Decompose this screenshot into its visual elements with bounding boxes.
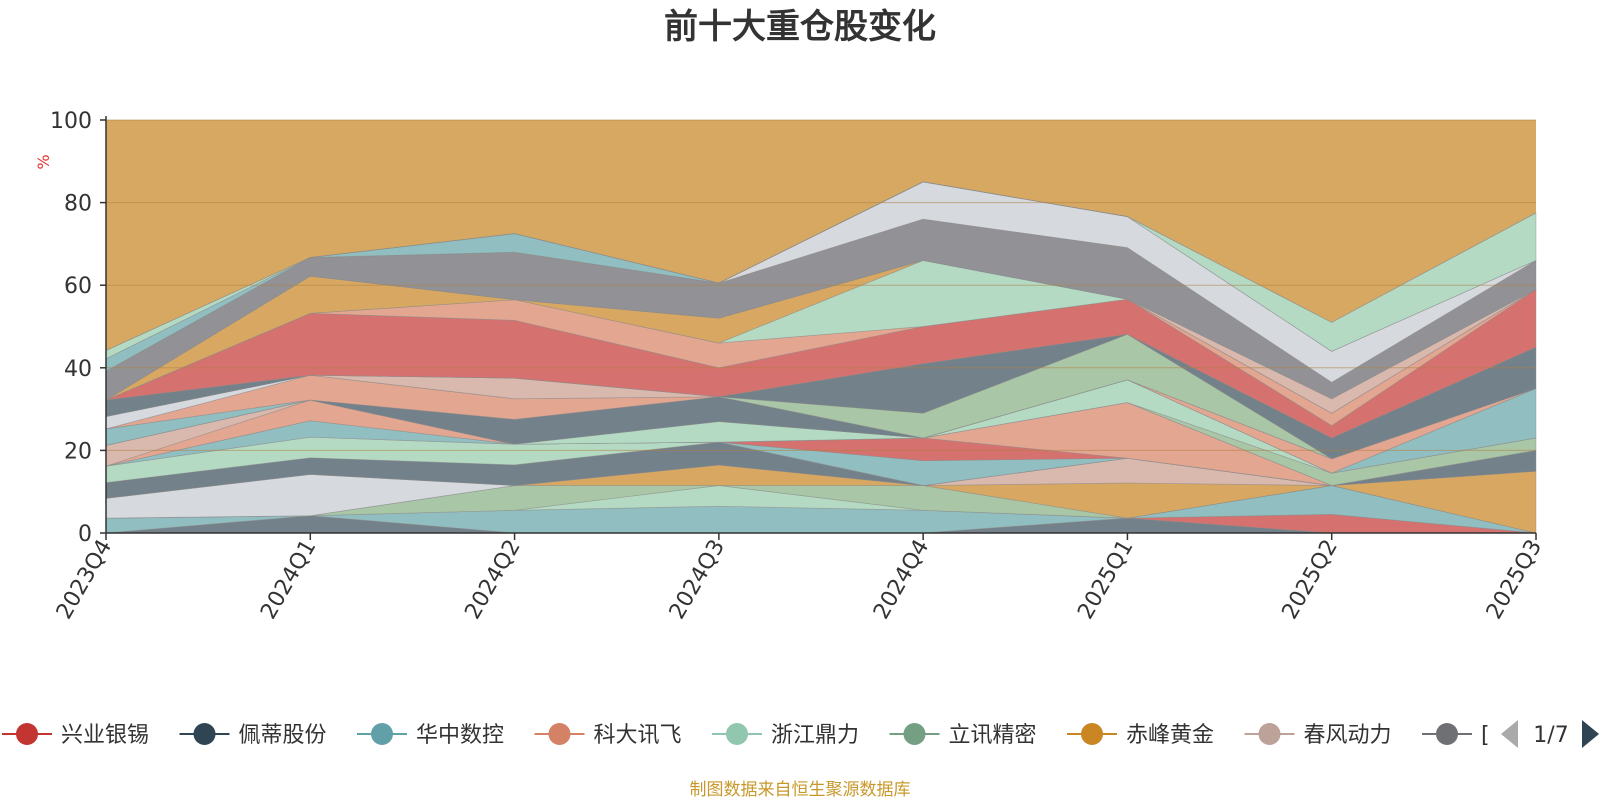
legend-item[interactable]: 赤峰黄金 (1067, 723, 1214, 748)
legend-marker-icon (548, 723, 571, 745)
x-tick-label: 2024Q1 (256, 536, 321, 624)
x-tick-label: 2025Q2 (1278, 536, 1343, 624)
y-tick-label: 60 (64, 274, 92, 299)
legend-marker-icon (371, 723, 393, 745)
y-tick-label: 100 (50, 109, 92, 134)
legend-item[interactable]: 华中数控 (357, 723, 504, 748)
data-source-note: 制图数据来自恒生聚源数据库 (690, 780, 911, 800)
legend-marker-icon (16, 723, 38, 745)
x-tick-label: 2024Q3 (665, 536, 730, 624)
legend-label: 赤峰黄金 (1126, 723, 1214, 748)
legend-marker-icon (193, 723, 216, 745)
pager-prev-icon[interactable] (1501, 720, 1518, 748)
x-tick-label: 2025Q3 (1482, 536, 1547, 624)
chart-title: 前十大重仓股变化 (664, 7, 936, 47)
legend-label: [ (1481, 723, 1490, 748)
legend-item[interactable]: 佩蒂股份 (179, 723, 327, 748)
y-tick-label: 20 (64, 439, 92, 464)
y-tick-label: 0 (78, 522, 92, 547)
legend-marker-icon (903, 723, 926, 745)
x-tick-label: 2024Q2 (460, 536, 525, 624)
y-tick-label: 80 (64, 192, 92, 217)
plot-areas (105, 120, 1537, 534)
legend-label: 兴业银锡 (61, 723, 149, 748)
x-tick-label: 2023Q4 (52, 536, 117, 624)
x-tick-label: 2025Q1 (1073, 536, 1138, 624)
legend-item[interactable]: [ (1422, 723, 1490, 748)
legend-item[interactable]: 浙江鼎力 (712, 723, 859, 748)
legend[interactable]: 兴业银锡 佩蒂股份 华中数控 科大讯飞 浙江鼎力 立讯精密 赤峰黄金 春风动力 [1/7 (2, 720, 1599, 748)
legend-item[interactable]: 兴业银锡 (2, 723, 149, 748)
legend-label: 佩蒂股份 (239, 723, 327, 748)
legend-pager-count: 1/7 (1533, 723, 1568, 748)
y-axis-unit-label: % (34, 154, 53, 169)
legend-label: 立讯精密 (949, 723, 1037, 748)
legend-item[interactable]: 立讯精密 (889, 723, 1037, 748)
legend-label: 春风动力 (1304, 723, 1392, 748)
pager-next-icon[interactable] (1582, 720, 1599, 748)
legend-item[interactable]: 春风动力 (1244, 723, 1392, 748)
legend-marker-icon (1436, 723, 1458, 745)
area-series-33[interactable] (105, 181, 1537, 351)
x-tick-label: 2024Q4 (869, 536, 934, 624)
legend-marker-icon (1081, 723, 1103, 745)
legend-label: 华中数控 (416, 723, 504, 748)
gridlines (106, 119, 1536, 451)
y-tick-label: 40 (64, 357, 92, 382)
legend-label: 科大讯飞 (594, 723, 682, 748)
legend-label: 浙江鼎力 (771, 723, 859, 748)
legend-marker-icon (1258, 723, 1281, 745)
legend-marker-icon (726, 723, 748, 745)
legend-item[interactable]: 科大讯飞 (534, 723, 682, 748)
